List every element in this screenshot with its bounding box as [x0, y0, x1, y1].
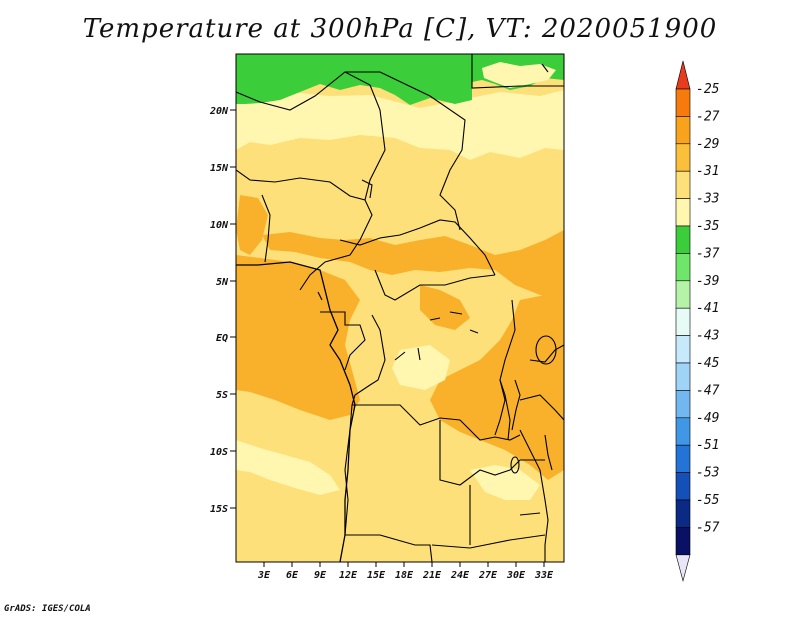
- grads-credit: GrADS: IGES/COLA: [4, 604, 91, 614]
- lat-label: 10N: [210, 220, 229, 231]
- colorbar-segment: [675, 198, 691, 227]
- colorbar-segment: [675, 499, 691, 528]
- lat-label: 10S: [210, 447, 228, 458]
- colorbar-label: -47: [696, 383, 720, 398]
- colorbar-label: -51: [696, 438, 719, 453]
- map-panel: [236, 54, 564, 562]
- colorbar-label: -39: [696, 274, 719, 289]
- colorbar-label: -57: [696, 520, 720, 535]
- field-orange-congo-patches: [420, 285, 470, 330]
- lon-label: 15E: [367, 570, 386, 581]
- colorbar-label: -49: [696, 411, 719, 426]
- colorbar-segment: [675, 116, 691, 145]
- colorbar-label: -43: [696, 329, 719, 344]
- lat-label: 15N: [210, 163, 229, 174]
- lon-label: 6E: [286, 570, 299, 581]
- field-orange-sahel: [262, 230, 564, 300]
- colorbar-segment: [675, 225, 691, 254]
- colorbar-segment: [675, 170, 691, 199]
- country-borders: [236, 54, 564, 562]
- field-pale-northeast: [482, 62, 556, 88]
- lat-ticks: [230, 109, 236, 509]
- colorbar-label: -33: [696, 192, 719, 207]
- colorbar-segment: [675, 527, 691, 556]
- lon-ticks: [263, 562, 545, 567]
- colorbar-segment: [675, 307, 691, 336]
- colorbar-label: -25: [696, 82, 720, 97]
- colorbar-segment: [675, 472, 691, 501]
- colorbar-segment: [675, 143, 691, 172]
- lat-label: 5N: [216, 277, 229, 288]
- colorbar-segment: [675, 88, 691, 117]
- colorbar-segment: [675, 335, 691, 364]
- field-pale-southeast: [470, 465, 540, 500]
- field-pale-southwest: [236, 440, 340, 495]
- colorbar-label: -35: [696, 219, 720, 234]
- chart-title: Temperature at 300hPa [C], VT: 202005190…: [82, 14, 718, 44]
- lat-label: 5S: [216, 390, 228, 401]
- field-pale-north: [236, 90, 564, 160]
- colorbar-label: -31: [696, 164, 719, 179]
- field-orange-west: [236, 255, 360, 420]
- colorbar-label: -41: [696, 301, 719, 316]
- lon-label: 12E: [339, 570, 358, 581]
- colorbar-segment: [675, 280, 691, 309]
- field-green-north: [236, 54, 472, 105]
- colorbar-label: -45: [696, 356, 720, 371]
- lon-label: 30E: [506, 570, 526, 581]
- map-frame: [235, 53, 565, 563]
- lon-label: 18E: [395, 570, 414, 581]
- lon-label: 9E: [314, 570, 327, 581]
- colorbar-segment: [675, 444, 691, 473]
- lat-labels: 20N 15N 10N 5N EQ 5S 10S 15S: [209, 106, 229, 515]
- colorbar-bottom-arrow: [675, 554, 691, 582]
- lon-label: 33E: [534, 570, 554, 581]
- colorbar-label: -27: [696, 109, 720, 124]
- lon-label: 27E: [478, 570, 498, 581]
- colorbar-segment: [675, 417, 691, 446]
- colorbar-top-arrow: [675, 60, 691, 90]
- colorbar-label: -55: [696, 493, 720, 508]
- colorbar-label: -37: [696, 246, 720, 261]
- lat-label: 15S: [210, 504, 228, 515]
- lat-label: 20N: [209, 106, 229, 117]
- lat-label: EQ: [216, 333, 228, 344]
- colorbar-label: -53: [696, 466, 719, 481]
- colorbar-label: -29: [696, 137, 719, 152]
- field-pale-center: [392, 345, 450, 390]
- field-orange-cameroon: [236, 195, 268, 255]
- lakes: [317, 63, 557, 516]
- coastline: [236, 261, 356, 562]
- lon-label: 3E: [257, 570, 271, 581]
- field-orange-east: [430, 295, 564, 480]
- colorbar-segment: [675, 362, 691, 391]
- lon-labels: 3E 6E 9E 12E 15E 18E 21E 24E 27E 30E 33E: [257, 570, 554, 581]
- colorbar: -25 -27 -29 -31 -33 -35 -37 -39 -41 -43 -45 -47 -49 -…: [675, 60, 720, 582]
- lon-label: 24E: [450, 570, 470, 581]
- colorbar-segment: [675, 390, 691, 419]
- colorbar-segment: [675, 253, 691, 282]
- lon-label: 21E: [422, 570, 442, 581]
